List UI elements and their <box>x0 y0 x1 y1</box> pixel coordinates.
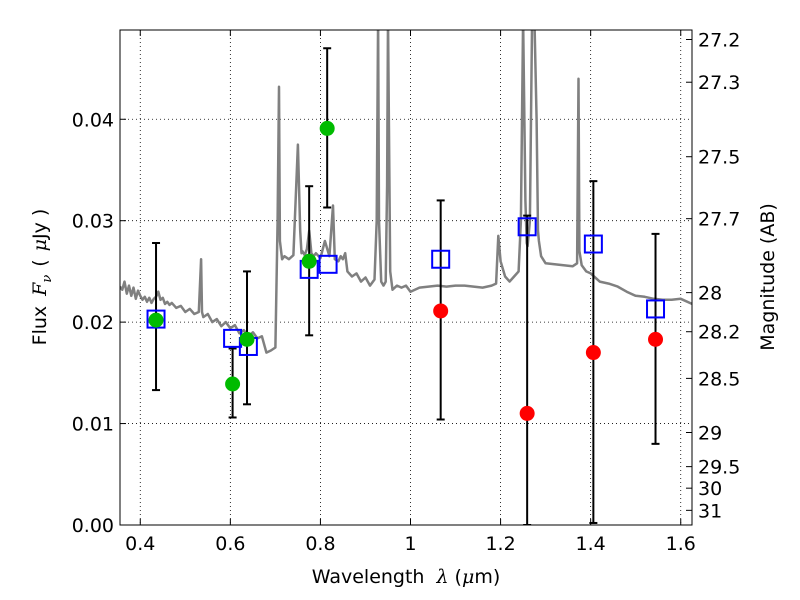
y-tick-label-2: 0.02 <box>72 312 114 334</box>
y2-tick-label-4: 28 <box>698 283 722 305</box>
y-axis-label: FluxFν(μJy ) <box>29 209 55 346</box>
x-tick-label-5: 1.4 <box>576 533 606 555</box>
red_points-point-2 <box>585 345 601 361</box>
green_points-point-4 <box>319 120 335 136</box>
spectrum-line <box>120 30 692 354</box>
x-tick-label-2: 0.8 <box>305 533 335 555</box>
y2-tick-label-8: 29.5 <box>698 457 740 479</box>
y-tick-label-0: 0.00 <box>72 515 114 537</box>
plot-frame <box>119 29 693 526</box>
x-tick-label-1: 0.6 <box>215 533 245 555</box>
x-tick-label-6: 1.6 <box>666 533 696 555</box>
y2-tick-label-0: 27.2 <box>698 30 740 52</box>
y-axis-ticks: 0.00 0.01 0.02 0.03 0.04 <box>72 109 126 537</box>
y2-tick-label-9: 30 <box>698 478 722 500</box>
y2-tick-label-1: 27.3 <box>698 72 740 94</box>
y2-tick-label-3: 27.7 <box>698 209 740 231</box>
y2-axis-label: Magnitude (AB) <box>757 203 779 351</box>
red_points-point-1 <box>519 405 535 421</box>
blue_squares-point-5 <box>431 249 451 269</box>
blue_squares-point-7 <box>583 234 603 254</box>
x-axis-label: Wavelength λ (μm) <box>312 566 500 588</box>
red_points-point-0 <box>433 303 449 319</box>
y2-tick-label-5: 28.2 <box>698 322 740 344</box>
red_points-point-3 <box>648 331 664 347</box>
y2-tick-label-7: 29 <box>698 422 722 444</box>
green_points-point-1 <box>225 376 241 392</box>
y2-tick-label-2: 27.5 <box>698 147 740 169</box>
y2-tick-label-10: 31 <box>698 500 722 522</box>
blue_squares-point-6 <box>517 217 537 237</box>
x-tick-label-3: 1 <box>404 533 416 555</box>
x-axis-ticks: 0.4 0.6 0.8 1 1.2 1.4 1.6 <box>125 30 696 555</box>
blue_squares-point-4 <box>318 254 338 274</box>
green_points-point-0 <box>148 312 164 328</box>
x-tick-label-0: 0.4 <box>125 533 155 555</box>
markers <box>146 120 666 421</box>
y-tick-label-1: 0.01 <box>72 414 114 436</box>
green_points-point-3 <box>301 253 317 269</box>
y2-tick-label-6: 28.5 <box>698 368 740 390</box>
y-tick-label-3: 0.03 <box>72 211 114 233</box>
x-tick-label-4: 1.2 <box>485 533 515 555</box>
green_points-point-2 <box>239 331 255 347</box>
y-tick-label-4: 0.04 <box>72 109 114 131</box>
blue_squares-point-8 <box>646 299 666 319</box>
